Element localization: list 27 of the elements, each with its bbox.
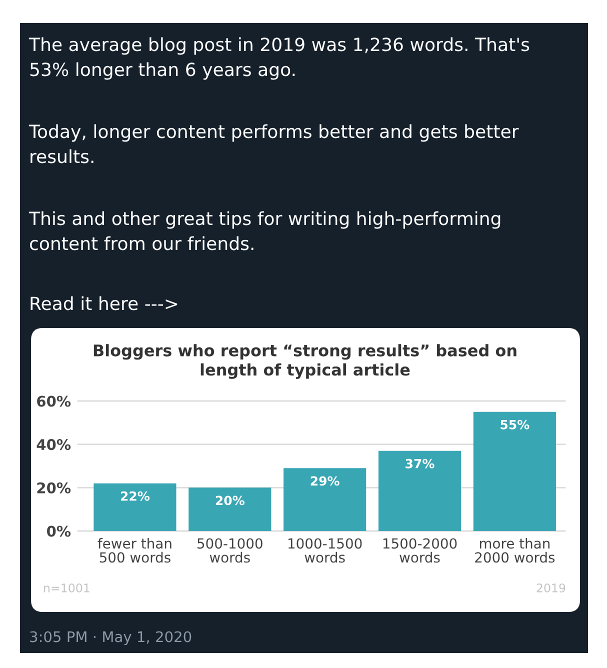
bar (378, 450, 462, 531)
data-label: 20% (216, 496, 244, 506)
x-tick-label: 500-1000 words (198, 538, 262, 563)
bar (284, 468, 366, 531)
text: 3:05 PM · May 1, 2020 (30, 631, 192, 646)
text: n=1001 (44, 583, 90, 592)
chart-title: Bloggers who report “strong results” based on length of typical article (94, 344, 516, 379)
y-tick-label: 20% (37, 482, 71, 494)
data-label: 37% (406, 458, 434, 468)
y-tick-label: 60% (37, 396, 71, 407)
x-tick-label: 1500-2000 words (383, 538, 457, 563)
y-tick-label: 40% (36, 439, 71, 450)
text: The average blog post in 2019 was 1,236 words. That's 53% longer than 6 years ago. (28, 37, 530, 80)
data-label: 22% (120, 491, 150, 501)
text: Today, longer content performs better and gets better results. (28, 124, 519, 164)
x-tick-label: fewer than 500 words (98, 538, 172, 563)
bar (473, 412, 556, 531)
x-tick-label: 1000-1500 words (288, 538, 362, 563)
text: This and other great tips for writing high-performing content from our friends. (28, 211, 500, 250)
data-label: 55% (500, 420, 530, 430)
data-label: 29% (310, 476, 340, 486)
bar (188, 488, 272, 531)
text: 2019 (536, 583, 566, 592)
y-tick-label: 0% (46, 526, 71, 537)
text: Read it here ---> (30, 296, 178, 310)
bar (94, 483, 176, 531)
x-tick-label: more than 2000 words (475, 538, 555, 563)
